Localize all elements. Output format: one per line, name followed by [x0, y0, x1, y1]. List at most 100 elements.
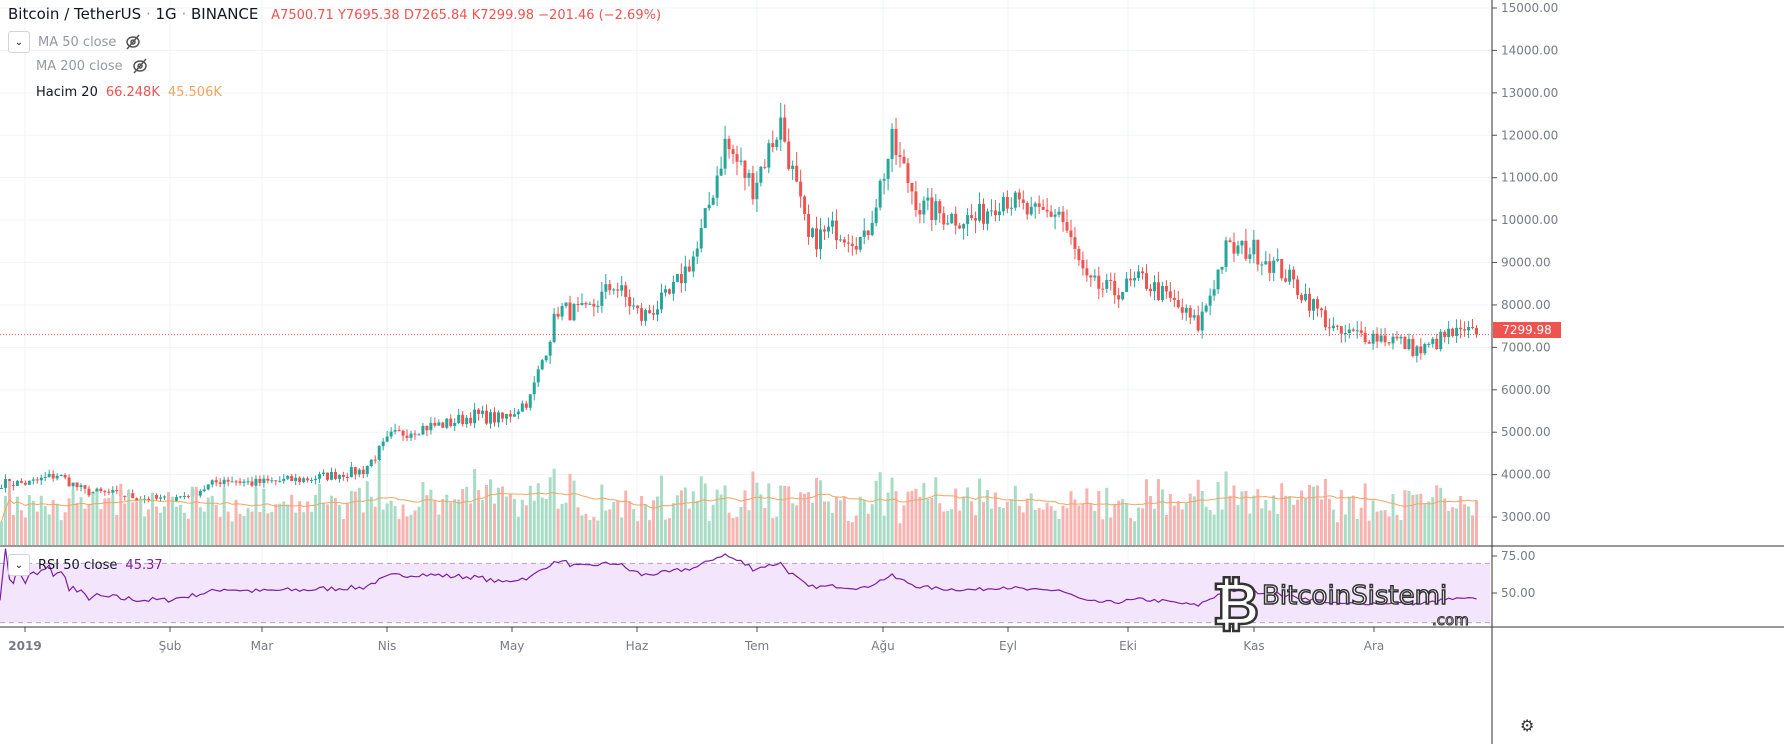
candle-body: [35, 479, 39, 481]
candle-body: [230, 481, 234, 483]
volume-bar: [198, 507, 202, 545]
volume-bar: [1208, 510, 1212, 545]
volume-bar: [433, 500, 437, 545]
time-axis-label: Eki: [1119, 639, 1137, 653]
candle-body: [648, 310, 652, 314]
volume-bar: [1423, 504, 1427, 545]
volume-bar: [1025, 498, 1029, 545]
candle-body: [811, 228, 815, 237]
collapse-legend-button[interactable]: ⌄: [8, 31, 30, 53]
candle-body: [469, 417, 473, 424]
candle-body: [83, 485, 87, 489]
candle-body: [242, 481, 246, 483]
volume-bar: [1133, 521, 1137, 545]
eye-hidden-icon[interactable]: [124, 34, 142, 50]
volume-bar: [345, 502, 349, 545]
volume-bar: [659, 475, 663, 545]
candle-body: [218, 482, 222, 484]
candle-body: [1117, 295, 1121, 300]
candle-body: [803, 196, 807, 215]
candle-body: [898, 155, 902, 157]
volume-bar: [266, 513, 270, 545]
candle-body: [1172, 297, 1176, 301]
candle-body: [306, 478, 310, 481]
candle-body: [115, 489, 119, 491]
low-value: D7265.84: [403, 8, 468, 23]
candle-body: [71, 482, 75, 487]
candle-body: [55, 475, 59, 479]
symbol-name[interactable]: Bitcoin / TetherUS: [8, 5, 142, 23]
volume-bar: [369, 496, 373, 545]
volume-bar: [1475, 500, 1478, 545]
candle-body: [580, 303, 584, 306]
candle-body: [1025, 202, 1029, 215]
volume-bar: [1284, 495, 1288, 545]
volume-bar: [91, 493, 95, 545]
candle-body: [723, 138, 727, 169]
volume-bar: [512, 498, 516, 545]
volume-value: 66.248K: [105, 85, 160, 100]
candle-body: [163, 496, 167, 498]
volume-bar: [691, 491, 695, 545]
candle-body: [954, 213, 958, 226]
volume-bar: [489, 479, 493, 545]
collapse-rsi-button[interactable]: ⌄: [8, 554, 30, 576]
volume-bar: [290, 494, 294, 545]
volume-bar: [1252, 495, 1256, 545]
volume-bar: [31, 500, 35, 545]
volume-bar: [27, 495, 31, 545]
price-axis-label: 12000.00: [1501, 128, 1558, 142]
volume-bar: [111, 495, 115, 545]
volume-bar: [1220, 509, 1224, 545]
candle-body: [1085, 268, 1089, 276]
volume-bar: [751, 471, 755, 545]
settings-gear-icon[interactable]: ⚙: [1520, 716, 1535, 735]
volume-bar: [1240, 491, 1244, 545]
volume-bar: [135, 501, 139, 545]
candle-body: [1256, 239, 1260, 265]
candle-body: [477, 409, 481, 414]
interval[interactable]: 1G: [155, 5, 177, 23]
volume-bar: [329, 495, 333, 545]
volume-bar: [1101, 519, 1105, 545]
volume-bar: [1379, 510, 1383, 545]
volume-bar: [1463, 504, 1467, 545]
candle-body: [226, 479, 230, 482]
candle-body: [1451, 328, 1455, 337]
volume-bar: [687, 508, 691, 545]
volume-bar: [966, 487, 970, 545]
volume-bar: [1200, 490, 1204, 545]
volume-bar: [1323, 478, 1327, 545]
candle-body: [826, 226, 830, 232]
price-axis-label: 9000.00: [1501, 256, 1551, 270]
candle-body: [123, 496, 127, 498]
candle-body: [536, 369, 540, 383]
volume-bar: [954, 488, 958, 545]
candle-body: [397, 430, 401, 432]
candle-body: [747, 173, 751, 178]
volume-bar: [1335, 522, 1339, 545]
candle-body: [1236, 245, 1240, 254]
candle-body: [417, 434, 421, 436]
candle-body: [822, 229, 826, 232]
candle-body: [767, 143, 771, 168]
candle-body: [743, 160, 747, 178]
candle-body: [1061, 211, 1065, 223]
volume-bar: [417, 506, 421, 545]
volume-bar: [918, 496, 922, 545]
eye-hidden-icon[interactable]: [131, 58, 149, 74]
volume-bar: [170, 496, 174, 545]
volume-bar: [1415, 494, 1419, 545]
volume-bar: [540, 497, 544, 545]
candle-body: [381, 441, 385, 447]
candle-body: [918, 210, 922, 215]
volume-bar: [1371, 500, 1375, 545]
candle-body: [572, 303, 576, 321]
candle-body: [1260, 264, 1264, 266]
volume-bar: [178, 504, 182, 545]
volume-bar: [286, 504, 290, 545]
candle-body: [492, 412, 496, 423]
volume-bar: [1113, 504, 1117, 545]
volume-bar: [166, 492, 170, 545]
